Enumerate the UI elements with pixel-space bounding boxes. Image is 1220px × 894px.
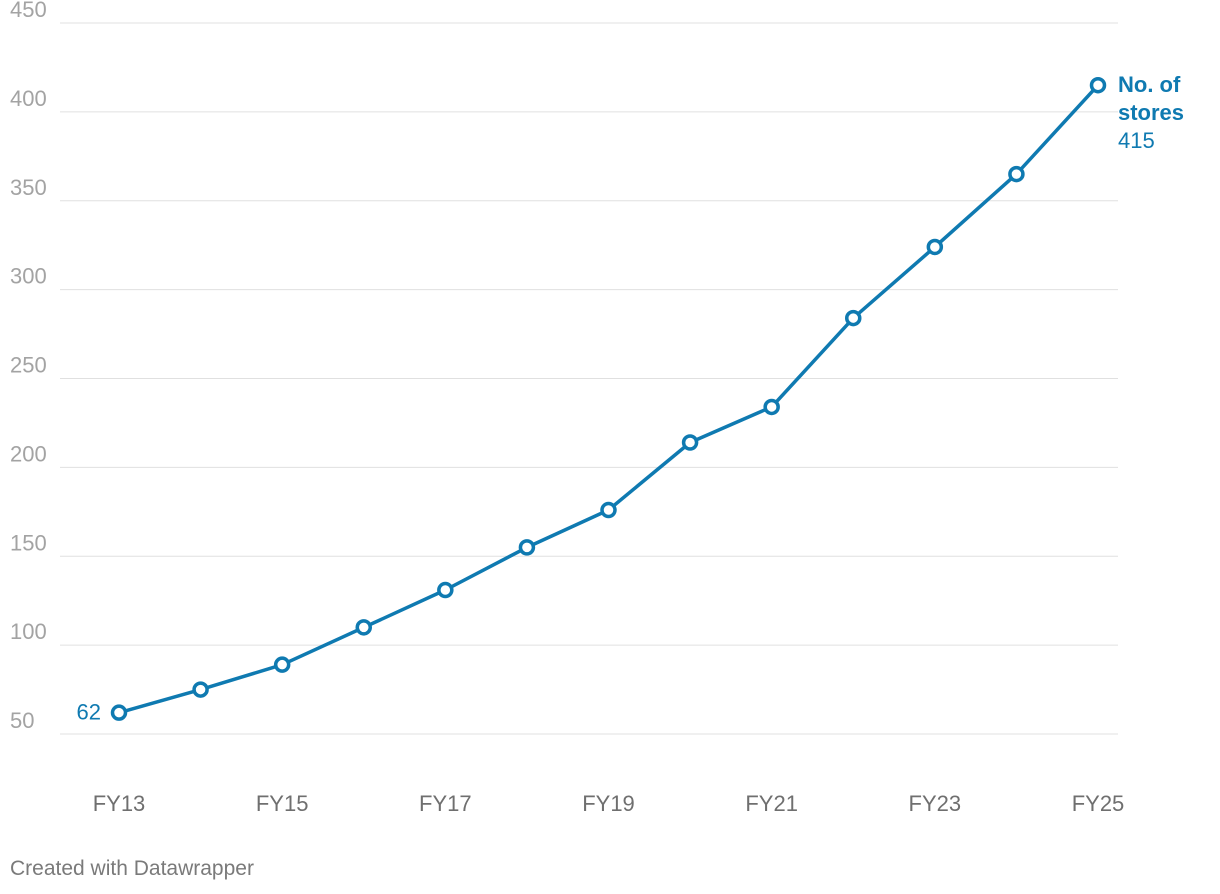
- data-point-FY24: [1008, 165, 1025, 183]
- data-point-FY23: [926, 238, 944, 256]
- data-point-FY15: [273, 656, 291, 673]
- data-point-FY25: [1089, 76, 1107, 94]
- y-tick-label: 100: [10, 619, 47, 644]
- y-tick-label: 250: [10, 353, 47, 378]
- data-point-FY20: [681, 434, 699, 451]
- data-point-FY16: [355, 619, 372, 636]
- data-point-FY18: [518, 539, 536, 556]
- end-value-label: 415: [1118, 128, 1155, 153]
- series-line: [117, 83, 1100, 715]
- grid-lines: [60, 22, 1118, 735]
- data-point-FY21: [763, 398, 780, 416]
- series-name-label: stores: [1118, 100, 1184, 125]
- data-labels: 62 No. of stores 415: [77, 72, 1185, 724]
- y-tick-label: 50: [10, 708, 34, 733]
- chart-credit: Created with Datawrapper: [10, 857, 254, 880]
- y-tick-label: 350: [10, 175, 47, 200]
- data-point-FY22: [845, 309, 862, 327]
- y-axis-ticks: 50 100 150 200 250 300 350 400 450: [10, 0, 47, 733]
- y-tick-label: 300: [10, 264, 47, 289]
- x-tick-label: FY17: [419, 791, 472, 816]
- data-point-FY14: [192, 681, 209, 698]
- x-tick-label: FY13: [93, 791, 146, 816]
- x-tick-label: FY19: [582, 791, 635, 816]
- x-axis-ticks: FY13 FY15 FY17 FY19 FY21 FY23 FY25: [93, 791, 1125, 816]
- x-tick-label: FY23: [909, 791, 962, 816]
- y-tick-label: 200: [10, 441, 47, 466]
- start-value-label: 62: [77, 700, 101, 725]
- x-tick-label: FY15: [256, 791, 309, 816]
- y-tick-label: 400: [10, 86, 47, 111]
- data-point-FY17: [437, 581, 454, 599]
- data-point-FY13: [110, 704, 128, 721]
- x-tick-label: FY25: [1072, 791, 1125, 816]
- y-tick-label: 450: [10, 0, 47, 22]
- series-stores: [110, 76, 1107, 721]
- series-name-label: No. of: [1118, 72, 1181, 97]
- data-point-FY19: [600, 501, 617, 519]
- y-tick-label: 150: [10, 530, 47, 555]
- x-tick-label: FY21: [745, 791, 798, 816]
